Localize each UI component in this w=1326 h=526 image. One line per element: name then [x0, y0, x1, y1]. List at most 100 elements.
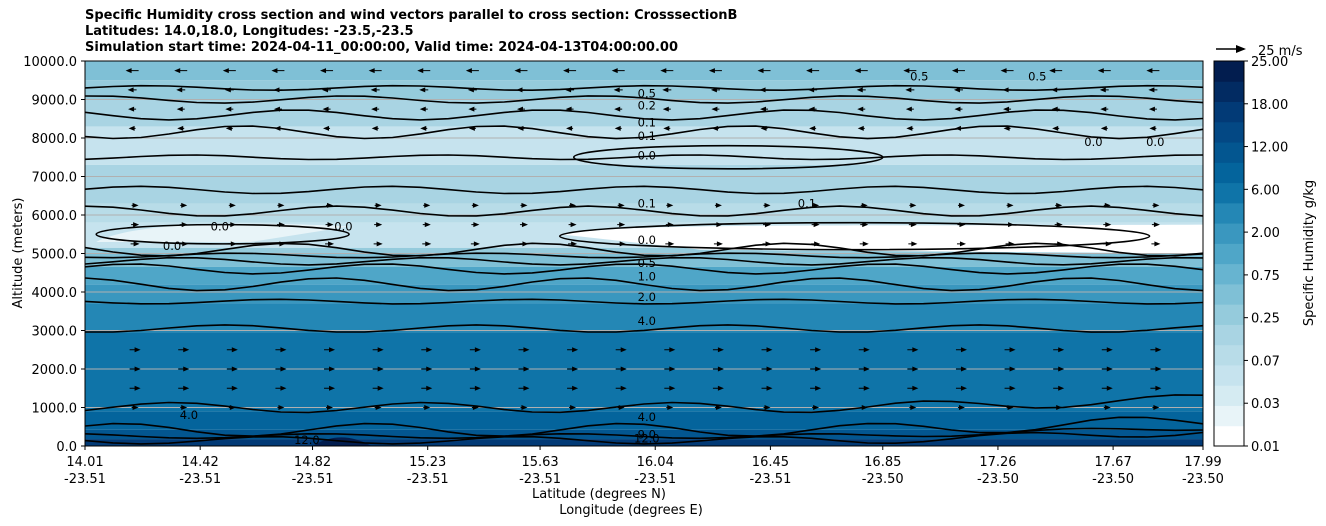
- wind-vector: [275, 366, 287, 372]
- contour-line: [85, 324, 1203, 333]
- wind-vector: [470, 241, 480, 247]
- contour-label: 0.1: [638, 116, 656, 130]
- contour-line: [85, 298, 1203, 305]
- wind-vector: [1101, 347, 1113, 353]
- y-tick-label: 0.0: [56, 440, 77, 455]
- wind-vector: [320, 68, 334, 74]
- contour-label: 0.5: [638, 87, 656, 101]
- wind-vector: [1148, 106, 1157, 112]
- wind-vector: [131, 202, 139, 208]
- colorbar-swatch: [1214, 385, 1244, 406]
- wind-vector: [277, 405, 285, 410]
- contour-label: 4.0: [180, 408, 198, 422]
- wind-vector: [665, 222, 674, 228]
- contour-line: [85, 427, 1203, 440]
- wind-vector: [763, 202, 771, 208]
- humidity-band: [85, 164, 1203, 204]
- humidity-band: [85, 247, 1203, 254]
- wind-vector: [859, 241, 869, 247]
- wind-vector: [857, 125, 865, 131]
- wind-vector: [129, 366, 141, 372]
- wind-vector: [372, 366, 384, 372]
- colorbar-tick-label: 0.03: [1251, 397, 1280, 412]
- y-axis-label: Altitude (meters): [11, 198, 26, 309]
- wind-vector: [567, 385, 579, 391]
- wind-vector: [275, 385, 287, 391]
- x-tick-label-lon: -23.51: [407, 472, 449, 487]
- wind-vector: [374, 405, 382, 410]
- wind-vector: [520, 202, 528, 208]
- wind-vector: [176, 87, 186, 93]
- wind-vector: [1054, 222, 1063, 228]
- wind-vector: [956, 241, 966, 247]
- wind-vector: [1053, 347, 1065, 353]
- wind-vector: [129, 347, 141, 353]
- wind-vector: [615, 366, 627, 372]
- wind-vector: [419, 87, 429, 93]
- colorbar-swatch: [1214, 121, 1244, 143]
- contour-label: 0.0: [638, 233, 656, 247]
- wind-vector: [228, 202, 236, 208]
- wind-vector: [371, 125, 379, 131]
- y-tick-label: 6000.0: [32, 209, 78, 224]
- wind-vector: [854, 68, 868, 74]
- wind-vector: [1103, 405, 1111, 410]
- contour-label: 0.0: [1084, 135, 1102, 149]
- wind-vector: [809, 125, 817, 131]
- wind-vector: [422, 222, 431, 228]
- contour-label: 0.0: [211, 220, 229, 234]
- contour-line: [85, 125, 1203, 140]
- contour-line: [85, 431, 1203, 445]
- wind-vector: [860, 405, 868, 410]
- wind-vector: [421, 347, 433, 353]
- x-axis-label-lon: Longitude (degrees E): [559, 503, 703, 518]
- wind-vector: [370, 87, 380, 93]
- wind-vector: [420, 125, 428, 131]
- colorbar-swatch: [1214, 283, 1244, 305]
- wind-vector: [1004, 385, 1016, 391]
- colorbar-tick-label: 18.00: [1251, 98, 1288, 113]
- wind-vector: [1148, 87, 1158, 93]
- wind-vector: [226, 366, 238, 372]
- wind-vector: [616, 241, 626, 247]
- wind-vector: [760, 125, 768, 131]
- wind-vector: [324, 366, 336, 372]
- wind-vector: [907, 385, 919, 391]
- wind-vector: [421, 366, 433, 372]
- contour-line: [85, 277, 1203, 292]
- colorbar-swatch: [1214, 223, 1244, 244]
- wind-vector: [711, 125, 719, 131]
- wind-vector: [1102, 241, 1112, 247]
- wind-vector: [714, 405, 722, 410]
- wind-key-arrow-head: [1236, 45, 1246, 53]
- wind-vector: [467, 87, 477, 93]
- contour-label: 0.2: [638, 98, 656, 112]
- wind-vector: [712, 366, 724, 372]
- wind-vector: [909, 202, 917, 208]
- contour-label: 9.0: [638, 427, 656, 441]
- wind-vector: [1051, 87, 1061, 93]
- wind-vector: [613, 87, 623, 93]
- x-tick-label-lon: -23.51: [292, 472, 334, 487]
- colorbar-swatch: [1214, 142, 1244, 163]
- wind-vector: [179, 241, 189, 247]
- wind-vector: [520, 405, 528, 410]
- wind-vector: [860, 222, 869, 228]
- contour-label: 0.5: [638, 256, 656, 270]
- contour-label: 0.0: [638, 148, 656, 162]
- wind-vector: [908, 241, 918, 247]
- wind-vector: [903, 68, 917, 74]
- wind-vector: [1004, 347, 1016, 353]
- wind-vector: [371, 106, 380, 112]
- chart-title-line-1: Specific Humidity cross section and wind…: [85, 8, 738, 23]
- wind-vector: [225, 106, 234, 112]
- wind-vector: [277, 202, 285, 208]
- contour-line: [85, 95, 1203, 104]
- colorbar-swatch: [1214, 101, 1244, 123]
- wind-vector: [858, 347, 870, 353]
- wind-vector: [368, 68, 382, 74]
- x-tick-label-lat: 17.67: [1095, 455, 1132, 470]
- wind-vector: [1051, 106, 1060, 112]
- colorbar-swatch: [1214, 243, 1244, 265]
- wind-vector: [1055, 202, 1063, 208]
